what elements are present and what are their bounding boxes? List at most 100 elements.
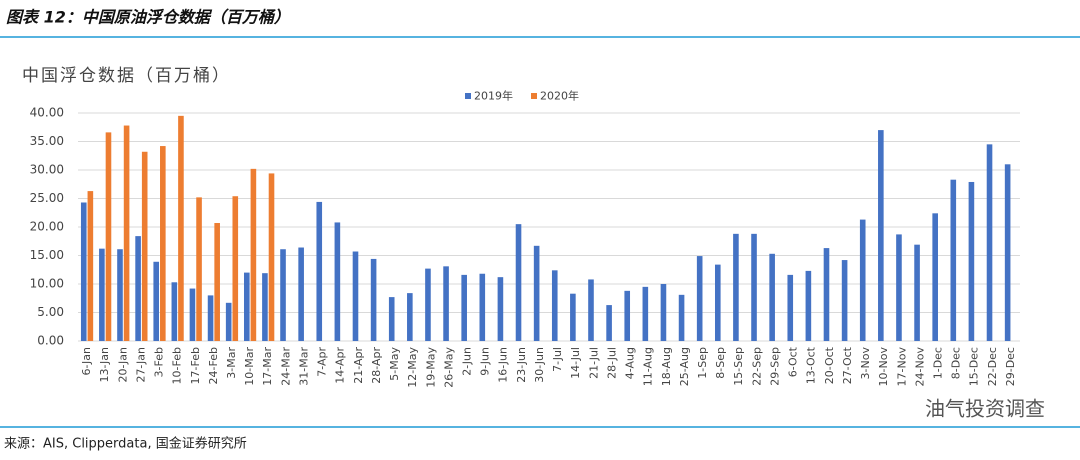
bar — [479, 273, 486, 341]
x-tick-label: 20-Oct — [823, 346, 836, 384]
legend-swatch — [465, 93, 471, 99]
x-tick-label: 10-Nov — [877, 347, 890, 387]
y-tick-label: 35.00 — [30, 134, 64, 148]
bar — [268, 173, 275, 341]
x-tick-label: 13-Jan — [98, 347, 111, 383]
x-tick-label: 25-Aug — [678, 347, 691, 386]
header-title: 图表 12：中国原油浮仓数据（百万桶） — [6, 8, 290, 27]
x-tick-label: 22-Sep — [750, 347, 763, 386]
x-tick-label: 17-Nov — [895, 347, 908, 387]
y-tick-label: 20.00 — [30, 220, 64, 234]
bar — [714, 264, 721, 341]
y-tick-label: 40.00 — [30, 106, 64, 120]
y-tick-label: 5.00 — [37, 305, 64, 319]
bar — [135, 236, 141, 341]
footer-source: 来源：AIS, Clipperdata, 国金证券研究所 — [4, 436, 247, 452]
x-tick-label: 3-Feb — [153, 347, 166, 377]
x-tick-label: 26-May — [442, 347, 455, 388]
bar — [407, 293, 413, 341]
x-tick-label: 30-Jun — [533, 347, 546, 383]
bar — [225, 302, 232, 341]
bar — [80, 202, 87, 341]
x-tick-label: 24-Nov — [913, 347, 926, 387]
bar — [316, 201, 323, 341]
x-tick-label: 13-Oct — [805, 346, 818, 384]
bar — [370, 258, 377, 341]
x-tick-label: 12-May — [406, 347, 419, 388]
bar — [141, 151, 148, 341]
x-tick-label: 10-Feb — [171, 347, 184, 384]
x-tick-label: 21-Jul — [587, 347, 600, 379]
bar — [189, 288, 196, 341]
x-tick-label: 11-Aug — [642, 347, 655, 386]
bar — [262, 273, 268, 341]
bar — [914, 244, 920, 341]
x-tick-label: 6-Jan — [80, 347, 93, 376]
bar — [787, 274, 794, 341]
bar — [298, 247, 304, 341]
x-tick-label: 22-Dec — [986, 347, 999, 386]
bar — [896, 234, 902, 341]
legend-label: 2019年 — [474, 89, 513, 103]
x-tick-label: 17-Mar — [261, 347, 274, 386]
x-tick-label: 27-Oct — [841, 346, 854, 384]
bar — [153, 261, 160, 341]
bar — [99, 248, 105, 341]
x-tick-label: 14-Jul — [569, 347, 582, 379]
x-tick-label: 23-Jun — [515, 347, 528, 383]
x-tick-label: 3-Mar — [225, 347, 238, 379]
bar — [117, 249, 123, 341]
x-tick-label: 31-Mar — [297, 347, 310, 386]
bar — [678, 294, 685, 341]
bar — [250, 168, 257, 341]
bar — [232, 196, 239, 341]
bar — [968, 181, 975, 341]
x-tick-label: 8-Sep — [714, 347, 727, 379]
bar — [841, 260, 848, 341]
bar — [932, 213, 938, 341]
bar — [87, 191, 94, 341]
x-tick-label: 7-Apr — [316, 347, 329, 377]
bar — [733, 233, 739, 341]
bar — [696, 256, 703, 341]
bar — [950, 179, 957, 341]
bar — [823, 248, 830, 341]
y-tick-label: 30.00 — [30, 163, 64, 177]
x-tick-label: 24-Feb — [207, 347, 220, 384]
legend-label: 2020年 — [540, 89, 579, 103]
chart-title: 中国浮仓数据（百万桶） — [22, 66, 231, 86]
bar — [515, 224, 522, 341]
bar — [551, 270, 558, 341]
bar — [461, 274, 467, 341]
bar — [570, 293, 576, 341]
bar — [497, 277, 504, 341]
bar — [751, 233, 757, 341]
bar — [805, 270, 812, 341]
bar — [660, 284, 667, 341]
x-tick-label: 20-Jan — [116, 347, 129, 383]
y-tick-label: 15.00 — [30, 248, 64, 262]
legend-swatch — [531, 93, 537, 99]
x-tick-label: 4-Aug — [624, 347, 637, 379]
bar — [769, 253, 775, 341]
x-tick-label: 1-Dec — [931, 347, 944, 379]
x-tick-label: 9-Jun — [479, 347, 492, 376]
bar — [859, 219, 866, 341]
bar — [1004, 164, 1011, 341]
bar — [443, 266, 449, 341]
x-tick-label: 17-Feb — [189, 347, 202, 384]
y-tick-label: 10.00 — [30, 277, 64, 291]
x-tick-label: 3-Nov — [859, 347, 872, 380]
x-tick-label: 16-Jun — [497, 347, 510, 383]
x-tick-label: 18-Aug — [660, 347, 673, 386]
bar — [986, 144, 993, 341]
x-tick-label: 7-Jul — [551, 347, 564, 372]
bar — [207, 295, 214, 341]
x-tick-label: 15-Sep — [732, 347, 745, 386]
y-tick-label: 0.00 — [37, 334, 64, 348]
bar — [878, 130, 884, 341]
x-tick-label: 29-Sep — [768, 347, 781, 386]
bar — [196, 197, 202, 341]
x-tick-label: 24-Mar — [279, 347, 292, 386]
bar — [425, 268, 431, 341]
